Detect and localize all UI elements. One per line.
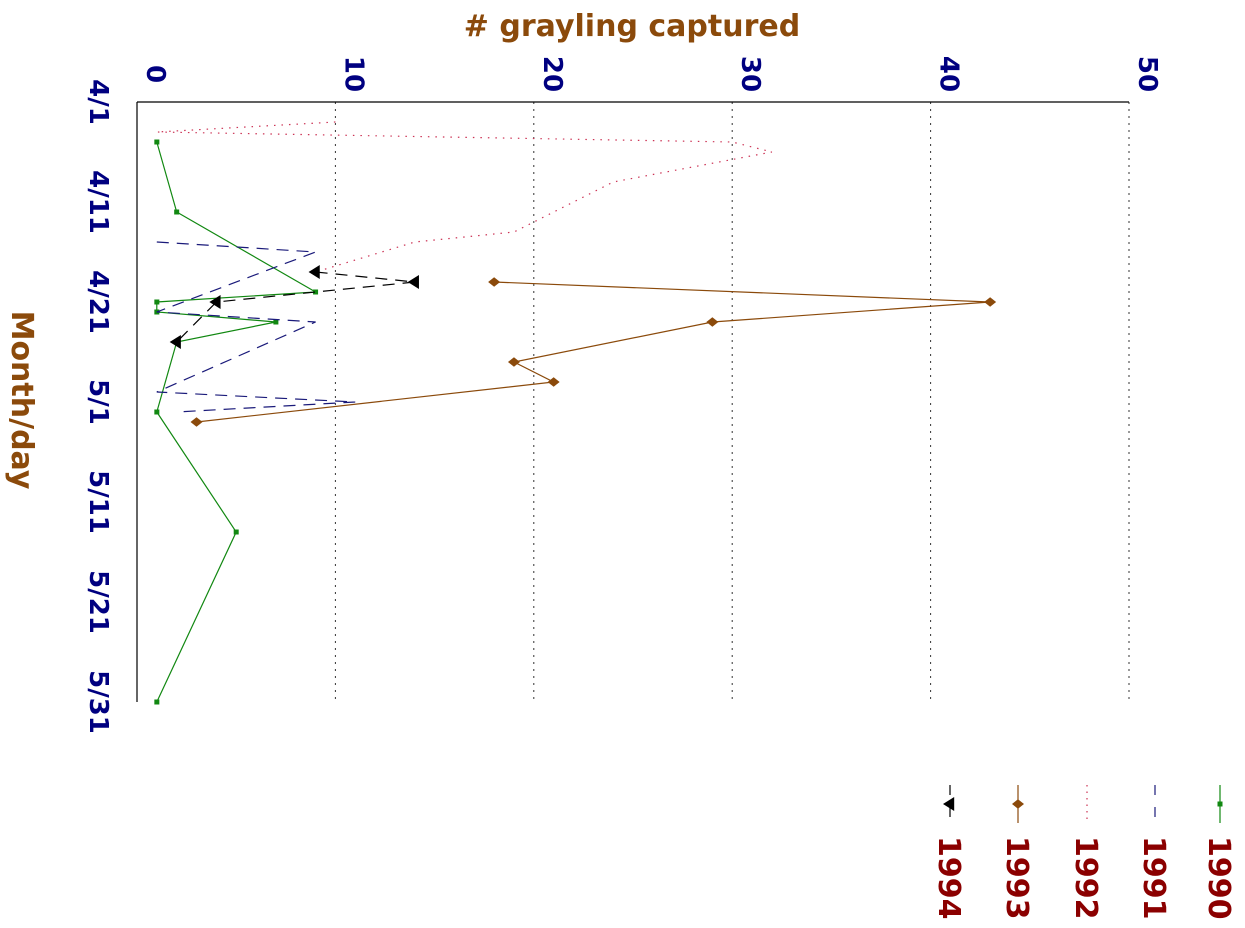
legend-marker bbox=[943, 797, 955, 811]
axes bbox=[136, 101, 1129, 702]
data-point bbox=[233, 529, 239, 535]
count-tick-label: 10 bbox=[338, 56, 368, 92]
data-point bbox=[154, 409, 160, 415]
series-line bbox=[156, 141, 318, 703]
data-point bbox=[154, 299, 160, 305]
data-point bbox=[488, 277, 501, 287]
series-lines bbox=[154, 121, 997, 705]
legend-label: 1993 bbox=[999, 836, 1034, 920]
legend-entry: 1992 bbox=[1068, 785, 1103, 920]
data-point bbox=[154, 139, 160, 145]
y-axis-title: # grayling captured bbox=[464, 9, 800, 44]
day-tick-label: 5/21 bbox=[83, 570, 113, 634]
series-1994 bbox=[169, 265, 419, 349]
series-line bbox=[196, 281, 991, 423]
legend-label: 1992 bbox=[1068, 836, 1103, 920]
count-tick-label: 0 bbox=[140, 65, 170, 83]
count-tick-label: 30 bbox=[735, 56, 765, 92]
day-tick-label: 5/31 bbox=[83, 670, 113, 734]
data-point bbox=[190, 417, 203, 427]
legend-marker bbox=[1217, 801, 1223, 807]
day-tick-label: 4/21 bbox=[83, 270, 113, 334]
data-point bbox=[209, 295, 221, 309]
data-point bbox=[984, 297, 997, 307]
grid-lines bbox=[334, 102, 1130, 702]
legend-label: 1994 bbox=[931, 836, 966, 920]
series-line bbox=[156, 241, 356, 413]
day-tick-label: 5/1 bbox=[83, 379, 113, 425]
count-tick-label: 50 bbox=[1132, 56, 1162, 92]
data-point bbox=[174, 209, 180, 215]
data-point bbox=[313, 289, 319, 295]
day-tick-label: 4/11 bbox=[83, 170, 113, 234]
data-point bbox=[169, 335, 181, 349]
legend-entry: 1991 bbox=[1136, 785, 1171, 920]
series-1993 bbox=[190, 277, 997, 427]
legend-label: 1990 bbox=[1201, 836, 1236, 920]
series-line bbox=[176, 271, 415, 343]
day-tick-label: 4/1 bbox=[83, 79, 113, 125]
data-point bbox=[507, 357, 520, 367]
tick-labels: 0 10 20 30 40 50 4/1 4/11 4/21 5/1 5/11 5/21 5/31 bbox=[83, 56, 1162, 734]
legend-entry: 1990 bbox=[1201, 785, 1236, 920]
legend-label: 1991 bbox=[1136, 836, 1171, 920]
data-point bbox=[407, 275, 419, 289]
legend: 1990 1991 1992 1993 1994 bbox=[931, 785, 1236, 920]
x-axis-title: Month/day bbox=[4, 311, 39, 490]
data-point bbox=[273, 319, 279, 325]
series-1991 bbox=[156, 241, 356, 413]
count-tick-label: 20 bbox=[537, 56, 567, 92]
legend-entry: 1993 bbox=[999, 785, 1034, 920]
series-1992 bbox=[156, 121, 773, 273]
count-tick-label: 40 bbox=[934, 56, 964, 92]
data-point bbox=[547, 377, 560, 387]
legend-entry: 1994 bbox=[931, 785, 966, 920]
series-1990 bbox=[154, 139, 319, 705]
data-point bbox=[154, 699, 160, 705]
data-point bbox=[308, 265, 320, 279]
data-point bbox=[706, 317, 719, 327]
series-line bbox=[156, 121, 773, 273]
legend-marker bbox=[1012, 799, 1024, 809]
day-tick-label: 5/11 bbox=[83, 470, 113, 534]
